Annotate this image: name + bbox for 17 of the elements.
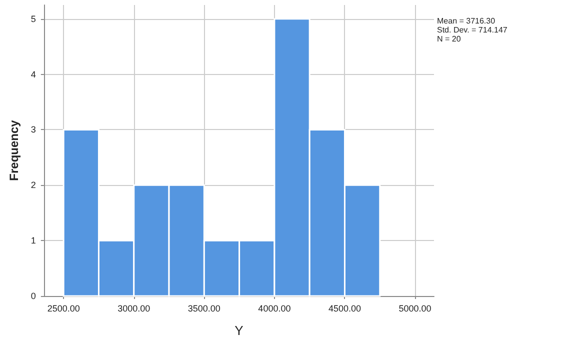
- y-tick-label: 3: [30, 124, 36, 135]
- text: N = 20: [437, 34, 462, 44]
- text: Mean = 3716.30: [437, 16, 496, 26]
- y-tick-label: 1: [30, 236, 36, 246]
- x-tick-label: 2500.00: [47, 304, 80, 314]
- x-axis-title: Y: [234, 323, 244, 338]
- x-tick-label: 3500.00: [188, 304, 220, 314]
- x-tick-label: 4500.00: [328, 304, 362, 314]
- text: Std. Dev. = 714.147: [437, 26, 508, 34]
- x-tick-label: 5000.00: [398, 304, 432, 314]
- y-tick-label: 2: [30, 180, 36, 190]
- y-axis-title: Frequency: [7, 120, 21, 181]
- x-tick-label: 3000.00: [118, 304, 150, 314]
- x-tick-label: 4000.00: [258, 304, 291, 314]
- y-tick-label: 5: [30, 14, 36, 24]
- y-tick-label: 0: [30, 291, 36, 301]
- y-tick-label: 4: [30, 69, 36, 80]
